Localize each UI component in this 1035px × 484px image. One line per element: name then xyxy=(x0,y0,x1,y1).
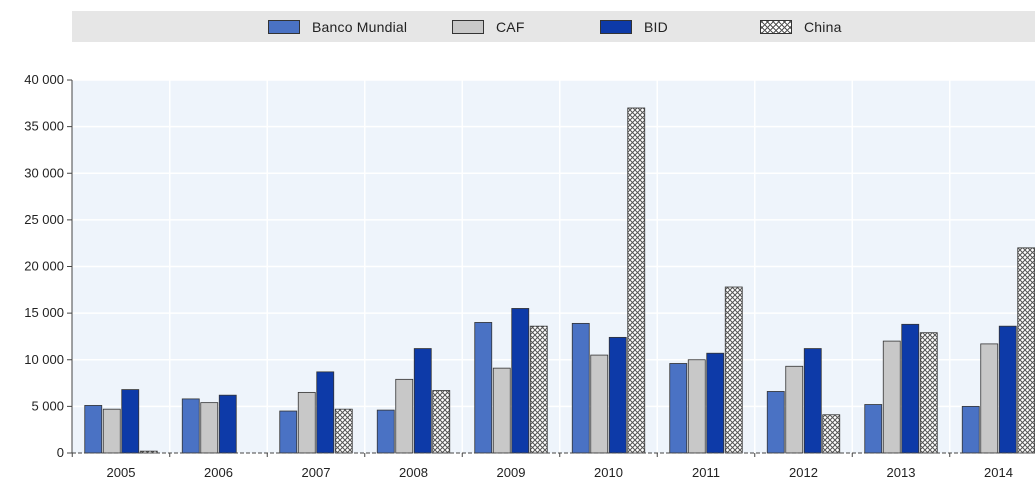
bar-bid-2012 xyxy=(803,348,822,454)
bar-caf-2010 xyxy=(590,354,609,454)
x-tick-label-2014: 2014 xyxy=(984,465,1013,480)
bar-banco-mundial-2006 xyxy=(181,398,200,454)
x-tick-label-2013: 2013 xyxy=(887,465,916,480)
bar-china-2009 xyxy=(529,325,548,454)
x-tick-label-2009: 2009 xyxy=(497,465,526,480)
x-tick-label-2006: 2006 xyxy=(204,465,233,480)
x-tick-label-2007: 2007 xyxy=(302,465,331,480)
bar-banco-mundial-2005 xyxy=(84,405,103,454)
y-tick-label: 15 000 xyxy=(24,305,64,320)
bar-caf-2013 xyxy=(882,340,901,454)
bar-banco-mundial-2009 xyxy=(474,322,493,454)
axes xyxy=(67,79,1035,457)
x-tick-label-2012: 2012 xyxy=(789,465,818,480)
bar-banco-mundial-2012 xyxy=(766,391,785,454)
bar-banco-mundial-2013 xyxy=(864,404,883,454)
bar-bid-2008 xyxy=(413,348,432,454)
y-tick-label: 25 000 xyxy=(24,212,64,227)
legend-label-china: China xyxy=(804,18,842,35)
y-tick-label: 40 000 xyxy=(24,72,64,87)
bars xyxy=(84,107,1035,454)
x-tick-label-2011: 2011 xyxy=(692,465,720,480)
bar-china-2011 xyxy=(724,286,743,454)
y-tick-label: 30 000 xyxy=(24,165,64,180)
bar-bid-2013 xyxy=(901,323,920,454)
bar-caf-2008 xyxy=(395,378,414,454)
y-tick-label: 35 000 xyxy=(24,119,64,134)
x-axis-ticks: 2005 2006 2007 2008 2009 2010 2011 2012 2013 2014 xyxy=(107,465,1013,480)
legend-swatch-china xyxy=(760,19,792,34)
legend-label-bid: BID xyxy=(644,18,668,35)
legend-label-caf: CAF xyxy=(496,18,525,35)
bar-bid-2011 xyxy=(706,352,725,454)
bar-bid-2007 xyxy=(316,371,335,454)
y-tick-label: 20 000 xyxy=(24,259,64,274)
bar-banco-mundial-2007 xyxy=(279,410,298,454)
y-axis-ticks: 0 5 000 10 000 15 000 20 000 25 000 30 000 35 0… xyxy=(24,72,64,460)
bar-caf-2007 xyxy=(297,391,316,454)
y-tick-label: 5 000 xyxy=(31,398,64,413)
legend: Banco Mundial CAF BID China xyxy=(72,11,1035,42)
bar-china-2013 xyxy=(919,332,938,454)
y-tick-label: 10 000 xyxy=(24,352,64,367)
bar-caf-2014 xyxy=(980,343,999,454)
bar-banco-mundial-2011 xyxy=(669,363,688,454)
bar-china-2007 xyxy=(334,408,353,454)
bar-bid-2005 xyxy=(121,389,140,454)
x-tick-label-2010: 2010 xyxy=(594,465,623,480)
y-tick-label: 0 xyxy=(57,445,64,460)
bar-caf-2006 xyxy=(200,402,219,454)
legend-item-caf: CAF xyxy=(452,11,525,42)
legend-item-bid: BID xyxy=(600,11,668,42)
bar-bid-2014 xyxy=(998,325,1017,454)
bar-caf-2012 xyxy=(785,365,804,454)
bar-caf-2005 xyxy=(102,408,121,454)
bar-caf-2009 xyxy=(492,367,511,454)
legend-swatch-bid xyxy=(600,19,632,34)
bar-banco-mundial-2008 xyxy=(376,409,395,454)
bar-caf-2011 xyxy=(687,359,706,454)
x-tick-label-2005: 2005 xyxy=(107,465,136,480)
x-tick-label-2008: 2008 xyxy=(399,465,428,480)
bar-china-2010 xyxy=(627,107,646,454)
bar-bid-2009 xyxy=(511,308,530,454)
bar-banco-mundial-2014 xyxy=(961,405,980,454)
legend-label-banco-mundial: Banco Mundial xyxy=(312,18,408,35)
bar-china-2014 xyxy=(1017,247,1035,454)
bar-bid-2010 xyxy=(608,336,627,454)
gridlines xyxy=(72,79,1035,453)
bar-china-2012 xyxy=(822,414,841,454)
bar-china-2005 xyxy=(139,450,158,454)
legend-item-banco-mundial: Banco Mundial xyxy=(268,11,407,42)
legend-swatch-banco-mundial xyxy=(268,19,300,34)
legend-swatch-caf xyxy=(452,19,484,34)
legend-item-china: China xyxy=(760,11,842,42)
bar-banco-mundial-2010 xyxy=(571,322,590,454)
bar-china-2008 xyxy=(432,390,451,454)
bar-bid-2006 xyxy=(218,394,237,454)
